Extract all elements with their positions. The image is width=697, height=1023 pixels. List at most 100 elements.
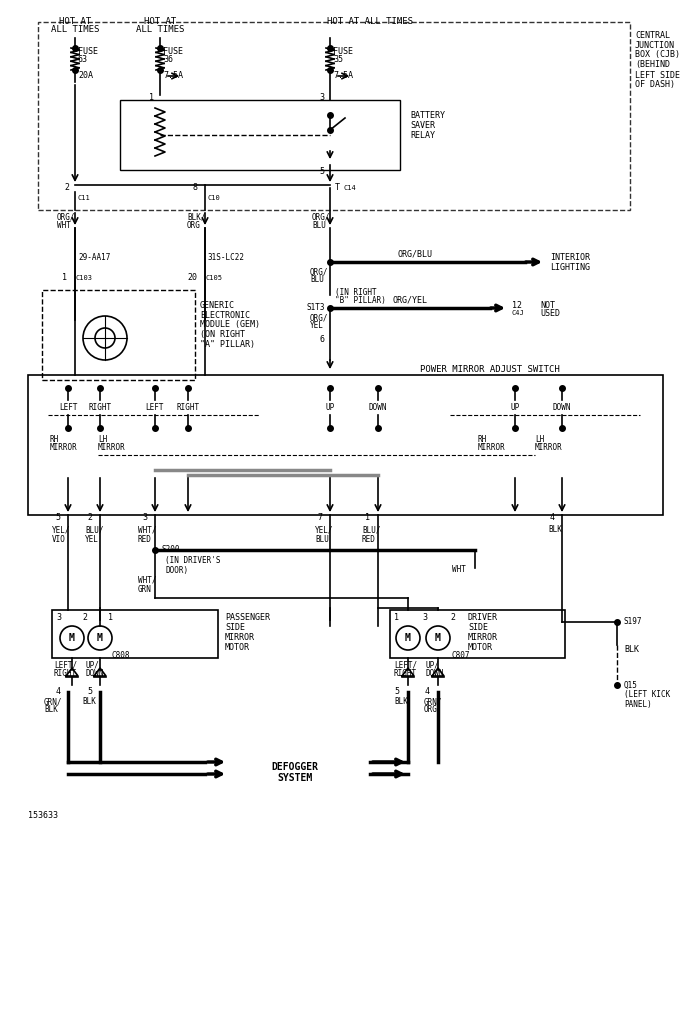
Text: LH: LH [98, 436, 107, 445]
Text: C14: C14 [343, 185, 355, 191]
Bar [390, 610, 565, 658]
Text: UP/: UP/ [426, 661, 440, 669]
Text: (ON RIGHT: (ON RIGHT [200, 330, 245, 340]
Text: DOWN: DOWN [553, 403, 572, 412]
Text: 1: 1 [108, 614, 113, 623]
Text: RIGHT: RIGHT [394, 668, 417, 677]
Text: 4: 4 [425, 687, 430, 697]
Text: ALL TIMES: ALL TIMES [51, 26, 99, 35]
Text: SYSTEM: SYSTEM [277, 773, 313, 783]
Text: UP: UP [325, 403, 335, 412]
Text: LEFT/: LEFT/ [54, 661, 77, 669]
Text: LH: LH [535, 436, 544, 445]
Text: YEL/: YEL/ [315, 526, 333, 534]
Text: CENTRAL: CENTRAL [635, 31, 670, 40]
Text: MIRROR: MIRROR [535, 444, 562, 452]
Text: M: M [97, 633, 103, 643]
Text: 3: 3 [142, 514, 148, 523]
Circle shape [88, 626, 112, 650]
Text: BLK: BLK [624, 646, 639, 655]
Text: MIRROR: MIRROR [478, 444, 506, 452]
Text: C4J: C4J [512, 310, 525, 316]
Text: UP: UP [510, 403, 520, 412]
Text: MODULE (GEM): MODULE (GEM) [200, 320, 260, 329]
Text: 153633: 153633 [28, 810, 58, 819]
Text: 4: 4 [549, 514, 555, 523]
Text: 2: 2 [65, 183, 70, 192]
Text: DOWN: DOWN [369, 403, 388, 412]
Text: BLK: BLK [82, 698, 96, 707]
Text: WHT: WHT [57, 221, 71, 229]
Text: BLU: BLU [312, 221, 326, 229]
Text: S200: S200 [162, 545, 181, 554]
Text: 1: 1 [62, 273, 67, 282]
Text: T: T [335, 183, 340, 192]
Text: FUSE: FUSE [78, 47, 98, 56]
Text: 3: 3 [56, 614, 61, 623]
Text: C10: C10 [207, 195, 220, 201]
Text: DOWN: DOWN [426, 668, 445, 677]
Circle shape [60, 626, 84, 650]
Text: RIGHT: RIGHT [176, 403, 199, 412]
Text: 35: 35 [333, 55, 343, 64]
Text: USED: USED [540, 309, 560, 317]
Text: C807: C807 [452, 651, 470, 660]
Text: 5: 5 [319, 168, 325, 177]
Text: 2: 2 [88, 514, 93, 523]
Text: 29-AA17: 29-AA17 [78, 254, 110, 263]
Text: PANEL): PANEL) [624, 701, 652, 710]
Text: 1: 1 [149, 92, 155, 101]
Text: HOT AT: HOT AT [144, 17, 176, 27]
Text: LEFT: LEFT [146, 403, 164, 412]
Text: OF DASH): OF DASH) [635, 81, 675, 89]
Text: JUNCTION: JUNCTION [635, 41, 675, 49]
Text: BLU: BLU [310, 275, 324, 284]
Text: 8: 8 [192, 183, 197, 192]
Text: "A" PILLAR): "A" PILLAR) [200, 341, 255, 350]
Text: 5: 5 [394, 687, 399, 697]
Text: WHT/: WHT/ [138, 526, 157, 534]
Text: LEFT: LEFT [59, 403, 77, 412]
Text: DOOR): DOOR) [165, 566, 188, 575]
Text: NOT: NOT [540, 301, 555, 310]
Bar [42, 290, 195, 380]
Text: 5: 5 [87, 687, 92, 697]
Text: C105: C105 [206, 275, 223, 281]
Text: BLK/: BLK/ [187, 213, 206, 222]
Text: ORG/: ORG/ [310, 313, 328, 322]
Circle shape [396, 626, 420, 650]
Text: DOWN: DOWN [86, 668, 105, 677]
Text: ORG: ORG [187, 221, 201, 229]
Text: HOT AT ALL TIMES: HOT AT ALL TIMES [327, 17, 413, 27]
Text: 6: 6 [319, 336, 325, 345]
Text: C11: C11 [77, 195, 90, 201]
Text: WHT: WHT [452, 566, 466, 575]
Text: DEFOGGER: DEFOGGER [272, 762, 319, 772]
Text: 2: 2 [450, 614, 455, 623]
Text: YEL/: YEL/ [52, 526, 70, 534]
Text: RH: RH [50, 436, 59, 445]
Text: 20A: 20A [78, 71, 93, 80]
Text: M: M [69, 633, 75, 643]
Text: YEL: YEL [310, 321, 324, 330]
Text: Q15: Q15 [624, 680, 638, 690]
Text: S1T3: S1T3 [307, 304, 325, 312]
Text: HOT AT: HOT AT [59, 17, 91, 27]
Bar [28, 375, 663, 515]
Text: GRN: GRN [138, 584, 152, 593]
Text: ALL TIMES: ALL TIMES [136, 26, 184, 35]
Text: 4: 4 [56, 687, 61, 697]
Text: 20: 20 [187, 273, 197, 282]
Text: LIGHTING: LIGHTING [550, 263, 590, 271]
Bar [38, 23, 630, 210]
Text: ORG/: ORG/ [57, 213, 75, 222]
Text: LEFT SIDE: LEFT SIDE [635, 71, 680, 80]
Text: 31S-LC22: 31S-LC22 [208, 254, 245, 263]
Bar [120, 100, 400, 170]
Text: 63: 63 [78, 55, 88, 64]
Text: BLK: BLK [548, 526, 562, 534]
Text: UP/: UP/ [86, 661, 100, 669]
Text: MOTOR: MOTOR [225, 643, 250, 653]
Text: 1: 1 [394, 614, 399, 623]
Text: BLU/: BLU/ [362, 526, 381, 534]
